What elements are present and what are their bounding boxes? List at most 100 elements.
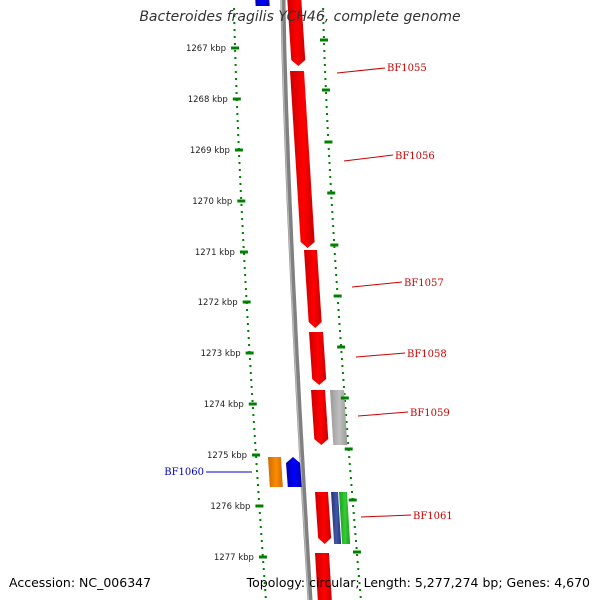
- scale-dot: [332, 232, 335, 234]
- gene-label-bf1057[interactable]: BF1057: [404, 278, 444, 289]
- kbp-tick-label: 1269 kbp: [190, 146, 230, 156]
- scale-dot: [334, 260, 337, 262]
- scale-dot: [246, 323, 249, 325]
- scale-dot: [329, 176, 332, 178]
- scale-dot: [327, 148, 330, 150]
- gene-leader-line: [351, 281, 403, 288]
- scale-dot: [322, 15, 325, 17]
- scale-dot: [240, 197, 243, 199]
- scale-dot: [335, 281, 338, 283]
- scale-dot: [359, 589, 362, 591]
- gene-block-gray[interactable]: [330, 390, 348, 445]
- gene-block-green[interactable]: [339, 492, 351, 544]
- genome-summary: Topology: circular; Length: 5,277,274 bp…: [246, 575, 590, 590]
- kbp-tick-mark: [232, 97, 241, 101]
- gene-leader-line: [357, 411, 409, 417]
- gene-label-bf1056[interactable]: BF1056: [395, 151, 435, 162]
- scale-dot: [330, 197, 333, 199]
- scale-dot: [328, 155, 331, 157]
- scale-dot: [244, 281, 247, 283]
- scale-dot: [256, 477, 259, 479]
- scale-dot: [242, 253, 245, 255]
- scale-dot: [323, 64, 326, 66]
- gene-block-bf1054[interactable]: [287, 0, 306, 66]
- scale-dot: [340, 358, 343, 360]
- scale-dot: [355, 547, 358, 549]
- scale-dot: [233, 36, 236, 38]
- kbp-tick-mark: [248, 402, 257, 406]
- scale-dot: [263, 575, 266, 577]
- kbp-tick-mark: [237, 199, 246, 203]
- scale-dot: [235, 92, 238, 94]
- scale-dot: [353, 519, 356, 521]
- scale-dot: [258, 512, 261, 514]
- scale-dot: [327, 134, 330, 136]
- scale-dot: [238, 169, 241, 171]
- scale-dot: [346, 428, 349, 430]
- scale-dot: [341, 365, 344, 367]
- scale-dot: [251, 400, 254, 402]
- scale-dot: [343, 393, 346, 395]
- kbp-tick-label: 1275 kbp: [207, 451, 247, 461]
- gene-block-top-blue[interactable]: [255, 0, 270, 6]
- scale-dot: [242, 239, 245, 241]
- gene-block-bf1062[interactable]: [315, 553, 332, 600]
- scale-dot: [348, 456, 351, 458]
- kbp-tick-label: 1272 kbp: [198, 298, 238, 308]
- gene-block-bf1058[interactable]: [309, 332, 327, 385]
- scale-dot: [234, 50, 237, 52]
- genome-backbone-line: [280, 0, 313, 600]
- kbp-tick-label: 1270 kbp: [192, 197, 232, 207]
- scale-dot: [261, 547, 264, 549]
- scale-dot: [248, 358, 251, 360]
- gene-label-bf1059[interactable]: BF1059: [410, 408, 450, 419]
- gene-block-bf1055-1056[interactable]: [290, 71, 315, 248]
- scale-dot: [249, 365, 252, 367]
- gene-label-bf1060[interactable]: BF1060: [164, 467, 204, 478]
- scale-dot: [234, 71, 237, 73]
- scale-dot: [356, 561, 359, 563]
- scale-dot: [254, 442, 257, 444]
- scale-dot: [239, 176, 242, 178]
- scale-dot: [324, 71, 327, 73]
- scale-dot: [237, 134, 240, 136]
- gene-leader-line: [336, 67, 386, 74]
- scale-dot: [324, 78, 327, 80]
- gene-label-bf1061[interactable]: BF1061: [413, 511, 453, 522]
- gene-leader-line: [343, 154, 394, 162]
- scale-dot: [259, 519, 262, 521]
- scale-dot: [339, 337, 342, 339]
- gene-label-bf1055[interactable]: BF1055: [387, 63, 427, 74]
- gene-block-bf1061[interactable]: [315, 492, 332, 544]
- scale-dot: [256, 484, 259, 486]
- scale-dot: [238, 162, 241, 164]
- scale-dot: [333, 246, 336, 248]
- gene-block-navy[interactable]: [331, 492, 342, 544]
- scale-dot: [329, 183, 332, 185]
- scale-dot: [238, 155, 241, 157]
- scale-dot: [350, 484, 353, 486]
- scale-dot: [244, 288, 247, 290]
- gene-block-bf1057[interactable]: [304, 250, 322, 328]
- scale-dot: [337, 302, 340, 304]
- scale-dot: [322, 36, 325, 38]
- scale-dot: [348, 463, 351, 465]
- scale-dot: [334, 267, 337, 269]
- gene-block-bf1059[interactable]: [311, 390, 329, 445]
- kbp-tick-mark: [239, 250, 248, 254]
- scale-dot: [236, 120, 239, 122]
- scale-dot: [332, 239, 335, 241]
- gene-label-bf1058[interactable]: BF1058: [407, 349, 447, 360]
- gene-block-bf1060[interactable]: [286, 457, 302, 487]
- gene-features: [255, 0, 351, 600]
- scale-dot: [357, 568, 360, 570]
- gene-block-orange[interactable]: [268, 457, 283, 487]
- scale-ticks: 1267 kbp 1268 kbp 1269 kbp 1270 kbp 1271 kbp…: [186, 38, 361, 563]
- scale-dot: [261, 554, 264, 556]
- scale-dot: [257, 498, 260, 500]
- scale-dot: [253, 428, 256, 430]
- scale-dot: [239, 183, 242, 185]
- scale-dot: [359, 596, 362, 598]
- scale-dot: [325, 106, 328, 108]
- accession-text: Accession: NC_006347: [9, 575, 152, 590]
